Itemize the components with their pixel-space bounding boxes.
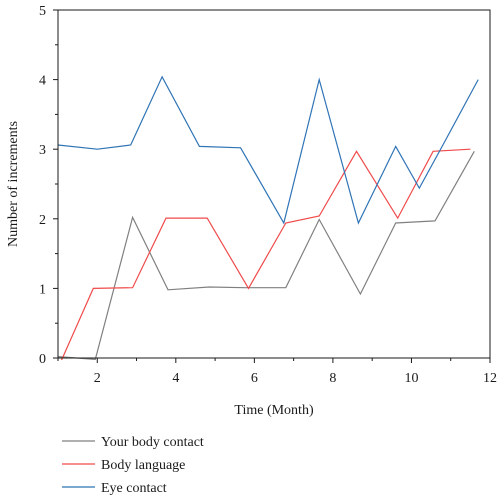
x-tick-label: 6 bbox=[251, 371, 258, 386]
x-tick-label: 4 bbox=[172, 371, 179, 386]
y-tick-label: 1 bbox=[39, 282, 46, 297]
legend-item: Your body contact bbox=[62, 435, 204, 450]
y-axis-label: Number of increments bbox=[6, 121, 21, 247]
y-tick-label: 2 bbox=[39, 213, 46, 228]
y-axis: 0 1 2 3 4 5 bbox=[39, 4, 58, 367]
y-tick-label: 3 bbox=[39, 143, 46, 158]
series-group bbox=[58, 75, 479, 360]
x-axis-label: Time (Month) bbox=[234, 403, 314, 418]
legend: Your body contact Body language Eye contac… bbox=[62, 435, 204, 496]
series-line-1 bbox=[58, 151, 475, 360]
x-axis: 2 4 6 8 10 12 bbox=[57, 358, 497, 386]
series-line-3 bbox=[58, 75, 479, 225]
legend-label: Eye contact bbox=[101, 481, 167, 496]
x-tick-label: 2 bbox=[94, 371, 101, 386]
x-tick-label: 8 bbox=[329, 371, 336, 386]
x-tick-label: 10 bbox=[404, 371, 418, 386]
x-tick-label: 12 bbox=[483, 371, 497, 386]
y-tick-label: 4 bbox=[39, 74, 46, 89]
y-tick-label: 5 bbox=[39, 4, 46, 19]
legend-item: Eye contact bbox=[62, 481, 167, 496]
legend-label: Your body contact bbox=[101, 435, 204, 450]
legend-item: Body language bbox=[62, 458, 185, 473]
series-line-2 bbox=[60, 148, 471, 360]
legend-label: Body language bbox=[101, 458, 185, 473]
y-tick-label: 0 bbox=[39, 352, 46, 367]
plot-frame bbox=[57, 9, 491, 359]
